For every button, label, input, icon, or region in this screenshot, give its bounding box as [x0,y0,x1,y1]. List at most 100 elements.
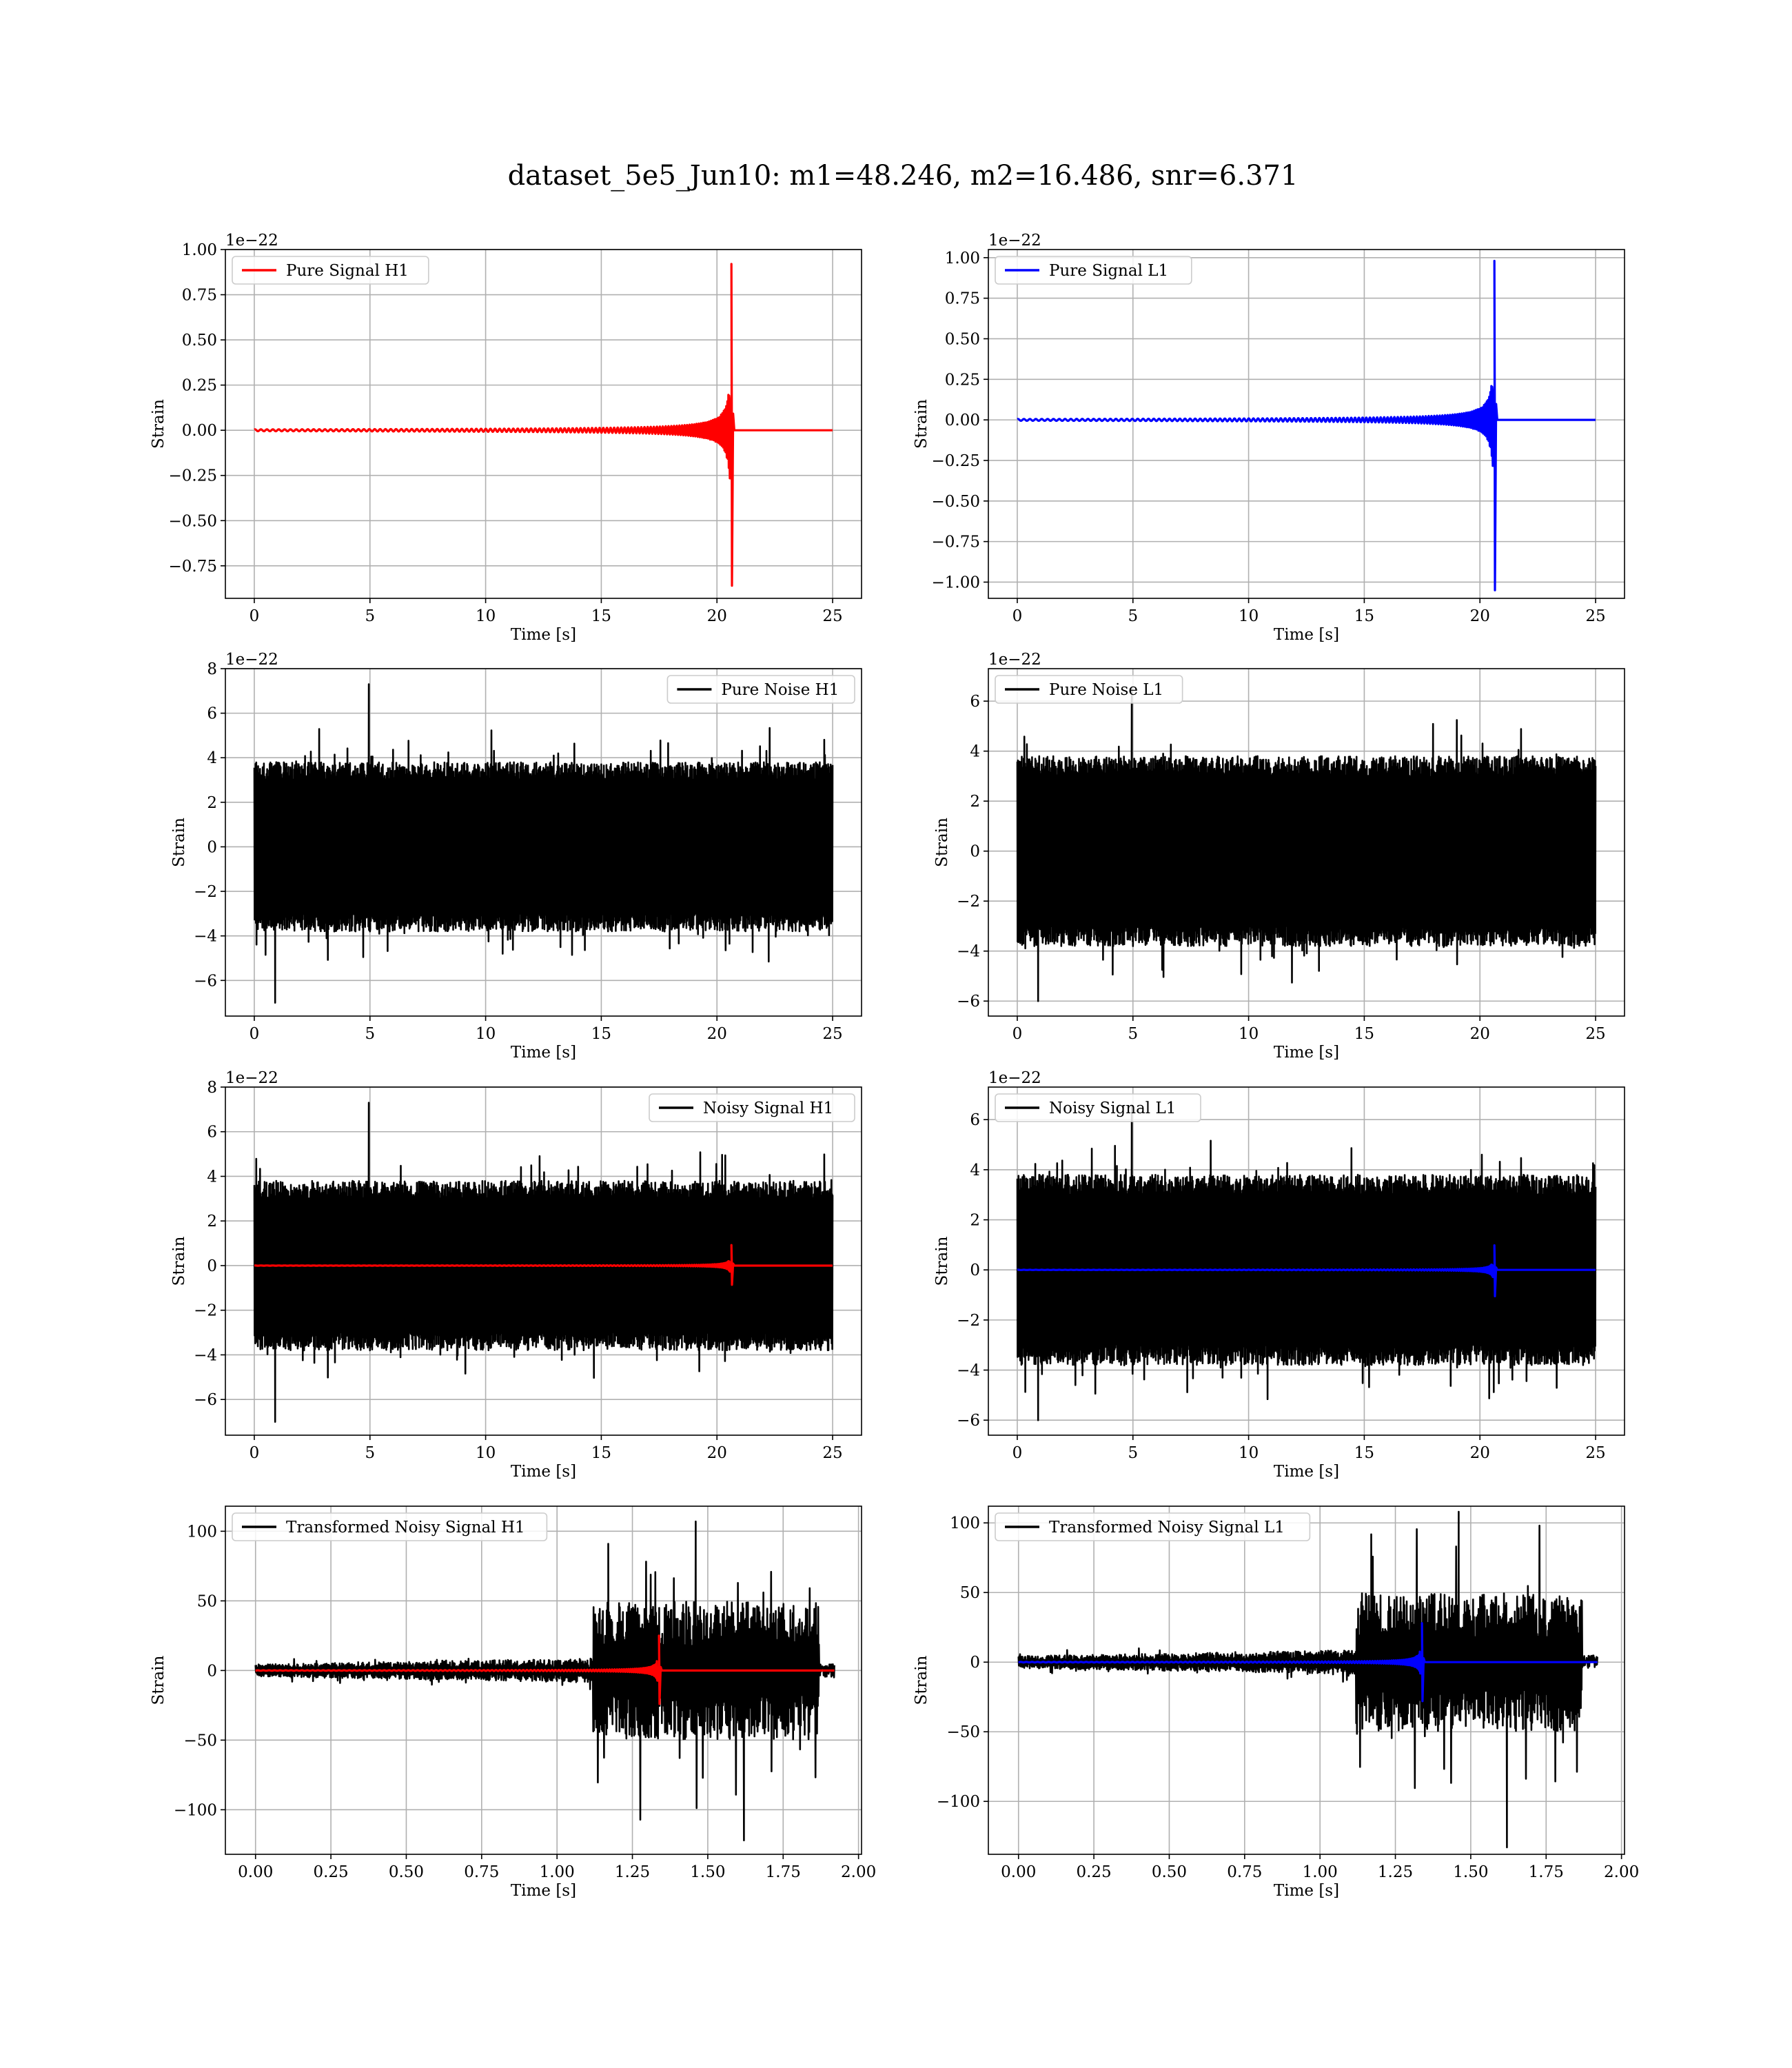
x-tick-label-8: 2.00 [841,1863,876,1881]
y-tick-label-0: 100 [187,1523,217,1541]
y-tick-label-4: −2 [957,893,980,911]
legend-box [995,1512,1311,1541]
offset-text: 1e−22 [225,651,278,669]
y-tick-label-1: 50 [197,1592,217,1610]
legend-label: Transformed Noisy Signal H1 [286,1519,525,1537]
subplot-p31: 0.00 0.25 0.50 0.75 1.00 1.25 1.50 1.75 2.00 100 5… [913,1506,1639,1900]
series-line-1 [254,1634,835,1705]
y-tick-label-3: −50 [183,1732,217,1750]
y-tick-label-4: −100 [937,1793,980,1811]
legend-label: Noisy Signal H1 [703,1099,833,1117]
x-tick-label-1: 5 [365,1444,375,1462]
y-tick-label-0: 8 [207,660,217,678]
ticks: 0 5 10 15 20 25 1.00 0.75 0.50 0.25 0.00 −0.25 −0.50… [169,241,843,625]
x-tick-label-5: 25 [822,607,842,625]
x-tick-label-3: 15 [1354,1444,1374,1462]
x-tick-label-3: 0.75 [1227,1863,1262,1881]
y-tick-label-0: 6 [970,693,980,711]
x-tick-label-5: 25 [1585,1444,1605,1462]
legend-label: Pure Signal H1 [286,262,409,280]
x-tick-label-1: 5 [1128,1025,1138,1043]
y-tick-label-0: 1.00 [945,250,980,267]
y-tick-label-8: −1.00 [932,574,980,591]
offset-text: 1e−22 [988,1069,1041,1087]
offset-text: 1e−22 [225,1069,278,1087]
x-tick-label-0: 0 [1012,607,1023,625]
axes-frame [225,249,862,599]
axes-frame [225,1086,862,1436]
x-tick-label-0: 0.00 [238,1863,273,1881]
x-tick-label-3: 15 [1354,607,1374,625]
y-tick-label-0: 100 [950,1514,980,1532]
axes-frame [225,668,862,1017]
x-tick-label-5: 25 [1585,1025,1605,1043]
y-tick-label-5: −4 [957,1362,980,1380]
x-tick-label-2: 10 [476,607,496,625]
y-tick-label-1: 0.75 [182,287,217,305]
y-tick-label-1: 6 [207,1124,217,1142]
legend-box [232,1512,548,1541]
legend: Noisy Signal H1 [649,1093,855,1122]
x-tick-label-5: 25 [822,1444,842,1462]
x-tick-label-8: 2.00 [1604,1863,1639,1881]
y-tick-label-6: −0.50 [932,493,980,511]
x-axis-label: Time [s] [1274,1463,1339,1481]
axes-frame [988,1506,1625,1855]
y-tick-label-0: 1.00 [182,241,217,259]
x-tick-label-3: 15 [591,607,611,625]
legend-box [995,675,1183,704]
legend: Transformed Noisy Signal H1 [232,1512,548,1541]
legend-box [995,256,1192,285]
y-tick-label-6: −6 [957,993,980,1011]
y-tick-label-0: 8 [207,1079,217,1097]
y-tick-label-3: 0 [970,843,980,861]
legend-box [649,1093,855,1122]
axes-frame [225,1506,862,1855]
series-layer [253,263,833,587]
x-tick-label-1: 0.25 [313,1863,348,1881]
offset-text: 1e−22 [988,651,1041,669]
x-tick-label-4: 1.00 [540,1863,575,1881]
y-tick-label-3: −50 [946,1723,980,1741]
series-line-0 [253,263,833,587]
y-tick-label-5: −2 [194,883,217,901]
legend-box [666,675,855,704]
y-axis-label: Strain [933,818,951,867]
y-tick-label-2: 4 [207,1168,217,1186]
y-tick-label-4: 0.00 [945,412,980,429]
series-line-1 [253,1244,833,1286]
y-tick-label-6: −0.50 [169,512,217,530]
series-layer [253,1102,834,1423]
x-tick-label-3: 15 [591,1025,611,1043]
legend-label: Transformed Noisy Signal L1 [1049,1519,1285,1537]
y-axis-label: Strain [150,1655,167,1705]
y-tick-label-1: 50 [960,1584,980,1602]
y-tick-label-4: 0 [207,1257,217,1275]
x-tick-label-2: 10 [476,1025,496,1043]
series-layer [1016,259,1596,591]
x-tick-label-2: 10 [1239,1025,1259,1043]
y-tick-label-4: −100 [174,1801,217,1819]
y-tick-label-7: −6 [194,1391,217,1409]
ticks: 0.00 0.25 0.50 0.75 1.00 1.25 1.50 1.75 2.00 100 5… [937,1514,1639,1881]
y-axis-label: Strain [933,1236,951,1286]
y-tick-label-3: 0.25 [182,377,217,395]
x-axis-label: Time [s] [511,1044,576,1062]
x-tick-label-3: 0.75 [464,1863,499,1881]
series-layer [253,683,834,1004]
series-line-0 [253,683,834,1004]
y-tick-label-1: 4 [970,743,980,761]
legend-box [995,1093,1201,1122]
y-tick-label-5: −0.25 [932,452,980,470]
series-line-0 [1016,259,1596,591]
legend: Pure Signal L1 [995,256,1192,285]
x-tick-label-2: 0.50 [389,1863,424,1881]
x-tick-label-4: 20 [707,607,727,625]
series-layer [1016,1106,1597,1421]
y-axis-label: Strain [170,1236,188,1286]
y-tick-label-1: 0.75 [945,290,980,308]
y-tick-label-2: 0 [207,1662,217,1680]
